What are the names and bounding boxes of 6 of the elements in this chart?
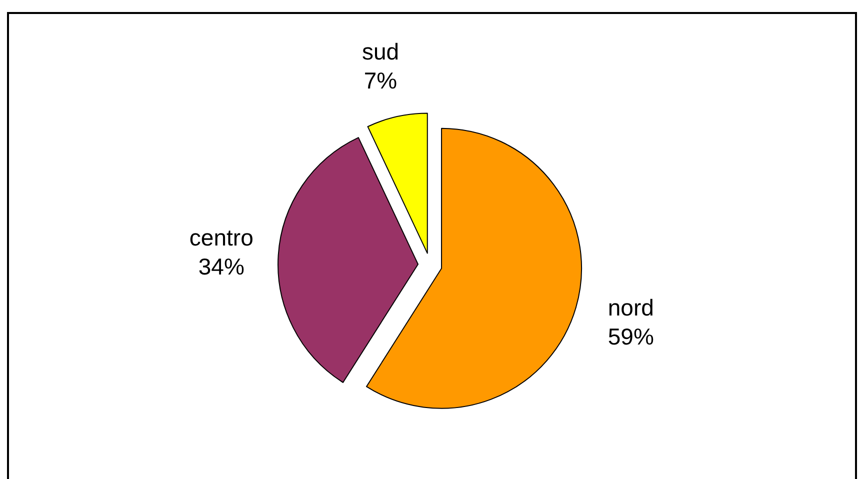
- slice-label: nord: [608, 294, 654, 320]
- data-label: 34%: [198, 254, 244, 280]
- data-label: 7%: [364, 67, 398, 94]
- slice-label: centro: [189, 224, 254, 251]
- data-label: 59%: [608, 323, 654, 350]
- slice-label: sud: [362, 38, 400, 64]
